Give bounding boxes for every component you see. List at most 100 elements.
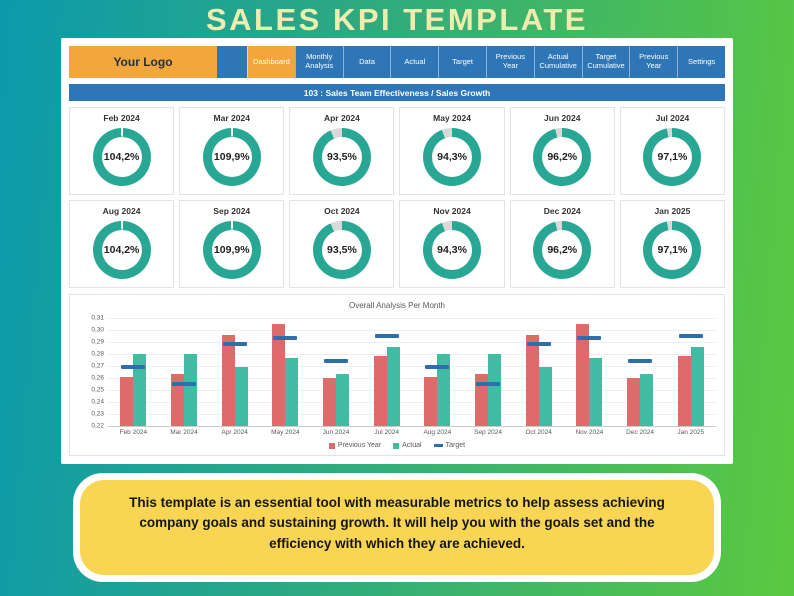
- gauge-donut: 97,1%: [643, 221, 702, 279]
- nav-tab[interactable]: Actual Cumulative: [533, 46, 582, 78]
- legend-swatch: [328, 442, 335, 449]
- gauge-value-label: 104,2%: [103, 244, 140, 256]
- gauge-card: Jul 2024 97,1%: [619, 107, 725, 195]
- nav-tab-label: Settings: [688, 56, 716, 66]
- section-header-title: 103 : Sales Team Effectiveness / Sales G…: [303, 87, 491, 98]
- nav-tab[interactable]: Previous Year: [629, 46, 677, 78]
- bar-group: [311, 318, 362, 426]
- x-axis-label: Jan 2025: [677, 429, 705, 436]
- gauge-card: Dec 2024 96,2%: [509, 200, 615, 288]
- donut-hole: [211, 137, 252, 177]
- logo-label: Your Logo: [113, 55, 173, 69]
- nav-tabs: Dashboard Monthly Analysis Data Actual T…: [217, 46, 725, 78]
- gauge-donut: 96,2%: [533, 221, 592, 279]
- x-axis-label: Dec 2024: [626, 429, 654, 436]
- nav-tab[interactable]: Dashboard: [247, 46, 295, 78]
- gauge-month-label: Aug 2024: [102, 206, 141, 216]
- gridline: [108, 354, 716, 355]
- bar-previous-year: [475, 374, 489, 426]
- gauge-donut: 94,3%: [423, 128, 482, 186]
- bar-previous-year: [272, 324, 286, 426]
- gauge-value-label: 93,5%: [327, 244, 357, 256]
- x-axis-label: Mar 2024: [170, 429, 198, 436]
- gauge-donut: 93,5%: [312, 128, 371, 186]
- gridline: [108, 330, 716, 331]
- gauge-month-label: May 2024: [433, 113, 471, 123]
- bar-previous-year: [677, 356, 691, 426]
- donut-hole: [542, 230, 583, 270]
- gridline: [108, 402, 716, 403]
- nav-tab[interactable]: Monthly Analysis: [294, 46, 343, 78]
- x-axis-label: Feb 2024: [119, 429, 148, 436]
- bar-actual: [437, 354, 451, 426]
- nav-tab[interactable]: Data: [342, 46, 391, 78]
- target-dash: [172, 382, 196, 386]
- y-tick-label: 0,23: [91, 410, 104, 418]
- nav-tab[interactable]: Previous Year: [485, 46, 534, 78]
- target-dash: [121, 365, 146, 370]
- nav-tab-label: Actual: [404, 56, 426, 66]
- nav-bar: Your Logo Dashboard Monthly Analysis Dat…: [69, 46, 725, 78]
- nav-tab-label: Actual Cumulative: [539, 52, 577, 70]
- gauge-value-label: 94,3%: [437, 244, 467, 256]
- gauge-value-label: 96,2%: [547, 244, 578, 256]
- bar-previous-year: [323, 378, 337, 426]
- bar-actual: [184, 354, 197, 426]
- chart-title: Overall Analysis Per Month: [348, 301, 446, 310]
- bar-previous-year: [424, 376, 438, 426]
- bar-group: [513, 318, 564, 426]
- nav-tab-label: Monthly Analysis: [305, 52, 334, 70]
- x-axis-labels: Feb 2024 Mar 2024 Apr 2024 May 2024 Jun 2024…: [78, 429, 716, 436]
- donut-hole: [321, 230, 362, 270]
- gauge-value-label: 109,9%: [213, 244, 250, 256]
- donut-hole: [101, 230, 142, 270]
- nav-tab[interactable]: Settings: [677, 46, 725, 78]
- chart-legend: Previous Year Actual Target: [78, 442, 716, 451]
- gauge-month-label: Sep 2024: [213, 206, 251, 216]
- legend-label: Actual: [402, 442, 422, 449]
- nav-tab[interactable]: Target Cumulative: [581, 46, 630, 78]
- bar-group: [209, 318, 260, 426]
- y-tick-label: 0,29: [91, 338, 104, 346]
- legend-swatch: [393, 442, 400, 449]
- gridline: [108, 414, 716, 415]
- gauge-month-label: Dec 2024: [543, 206, 581, 216]
- gauge-card: May 2024 94,3%: [399, 107, 505, 195]
- gauge-card: Apr 2024 93,5%: [289, 107, 395, 195]
- y-tick-label: 0,30: [91, 326, 104, 334]
- bar-actual: [488, 354, 502, 426]
- x-axis-label: Sep 2024: [474, 429, 502, 436]
- gridline: [108, 342, 716, 343]
- bar-actual: [690, 346, 704, 426]
- legend-label: Target: [445, 442, 466, 449]
- x-axis-label: Jun 2024: [322, 429, 350, 436]
- gauge-donut: 94,3%: [423, 221, 482, 279]
- gauge-value-label: 94,3%: [437, 151, 467, 163]
- bar-group: [361, 318, 412, 426]
- bar-groups: [108, 318, 716, 426]
- bar-previous-year: [576, 324, 590, 426]
- gauge-value-label: 97,1%: [657, 151, 688, 163]
- dashboard-panel: Your Logo Dashboard Monthly Analysis Dat…: [61, 38, 733, 464]
- target-dash: [425, 365, 450, 370]
- bar-previous-year: [627, 378, 641, 426]
- bar-group: [564, 318, 615, 426]
- donut-hole: [432, 230, 473, 270]
- nav-tab[interactable]: Target: [438, 46, 486, 78]
- chart-card: Overall Analysis Per Month: [69, 294, 725, 456]
- gauge-month-label: Feb 2024: [103, 113, 140, 123]
- gauge-card: Jun 2024 96,2%: [509, 107, 615, 195]
- gauge-donut: 93,5%: [312, 221, 371, 279]
- gauge-month-label: Jul 2024: [655, 113, 690, 123]
- bar-previous-year: [373, 356, 387, 426]
- gauge-donut: 109,9%: [202, 128, 261, 186]
- page-title: SALES KPI TEMPLATE: [205, 2, 588, 37]
- chart-gridlines: [108, 318, 716, 427]
- bar-previous-year: [221, 334, 235, 426]
- nav-tab-label: Target: [452, 56, 474, 66]
- target-dash: [577, 336, 602, 341]
- target-dash: [476, 382, 501, 386]
- y-tick-label: 0,24: [91, 398, 104, 406]
- gauge-card: Jan 2025 97,1%: [619, 200, 725, 288]
- nav-tab[interactable]: Actual: [390, 46, 438, 78]
